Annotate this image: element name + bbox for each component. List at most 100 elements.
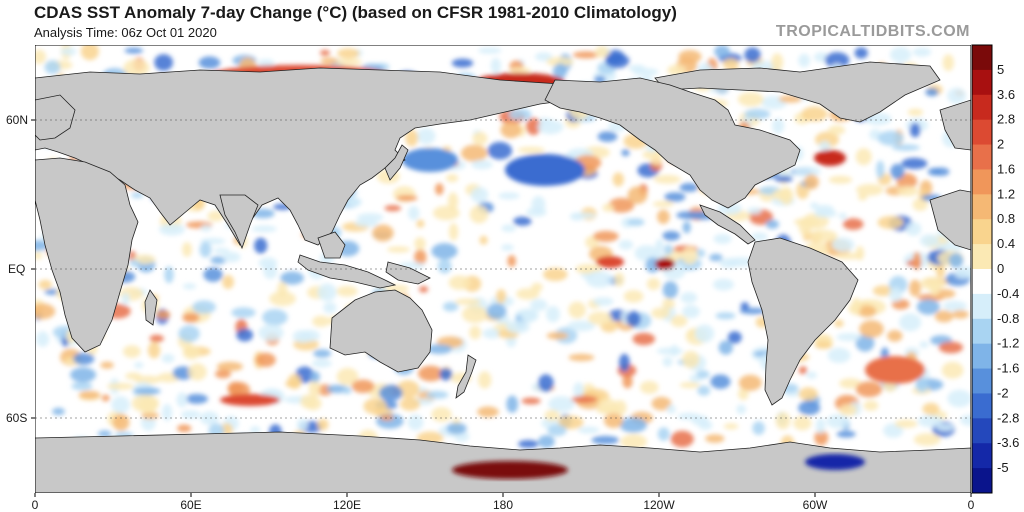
anomaly-blob bbox=[839, 404, 857, 416]
anomaly-blob bbox=[405, 129, 419, 147]
anomaly-blob bbox=[793, 166, 821, 177]
anomaly-blob bbox=[451, 58, 474, 68]
anomaly-blob bbox=[335, 58, 362, 66]
anomaly-blob bbox=[407, 414, 424, 431]
anomaly-blob bbox=[178, 325, 200, 343]
anomaly-blob bbox=[856, 184, 884, 196]
anomaly-blob bbox=[709, 253, 723, 262]
anomaly-blob bbox=[134, 362, 144, 369]
anomaly-blob bbox=[804, 174, 819, 190]
anomaly-blob bbox=[448, 275, 471, 290]
anomaly-blob bbox=[744, 108, 771, 120]
greenland-shape bbox=[654, 61, 941, 123]
colorbar-swatch bbox=[972, 69, 992, 96]
africa-west-edge-shape bbox=[929, 189, 971, 251]
anomaly-blob bbox=[723, 423, 739, 430]
anomaly-blob bbox=[933, 167, 950, 176]
anomaly-blob bbox=[855, 148, 872, 166]
anomaly-blob bbox=[192, 300, 216, 314]
anomaly-blob bbox=[525, 117, 542, 136]
anomaly-blob bbox=[573, 382, 584, 399]
anomaly-blob bbox=[442, 301, 459, 312]
anomaly-blob bbox=[501, 224, 517, 232]
south-atlantic-warm-area bbox=[865, 356, 925, 384]
colorbar-swatch bbox=[972, 269, 992, 295]
lon-label-120w: 120W bbox=[643, 498, 675, 512]
anomaly-blob bbox=[632, 332, 656, 346]
colorbar-swatch bbox=[972, 318, 992, 345]
north-america-shape bbox=[544, 77, 801, 209]
anomaly-blob bbox=[548, 396, 575, 412]
anomaly-blob bbox=[198, 56, 221, 69]
colorbar-label: 0.4 bbox=[997, 236, 1015, 251]
anomaly-blob bbox=[627, 218, 645, 227]
anomaly-blob bbox=[834, 252, 863, 260]
anomaly-blob bbox=[519, 308, 539, 322]
anomaly-blob bbox=[627, 186, 648, 204]
anomaly-blob bbox=[722, 58, 739, 70]
anomaly-blob bbox=[872, 285, 894, 297]
anomaly-blob bbox=[414, 249, 427, 266]
anomaly-blob bbox=[676, 211, 702, 220]
lon-labels: 0 60E 120E 180 120W 60W 0 bbox=[32, 498, 975, 512]
anomaly-blob bbox=[936, 264, 945, 279]
colorbar-swatch bbox=[972, 418, 992, 444]
anomaly-blob bbox=[311, 359, 332, 368]
anomaly-blob bbox=[696, 370, 710, 379]
anomaly-blob bbox=[679, 183, 699, 192]
anomaly-blob bbox=[35, 251, 43, 260]
anomaly-blob bbox=[663, 244, 674, 255]
anomaly-blob bbox=[419, 286, 429, 293]
anomaly-blob bbox=[876, 160, 885, 179]
anomaly-blob bbox=[836, 430, 856, 438]
lon-label-0-right: 0 bbox=[968, 498, 975, 512]
anomaly-blob bbox=[774, 175, 793, 183]
anomaly-blob bbox=[78, 390, 101, 400]
anomaly-blob bbox=[818, 140, 831, 151]
anomaly-blob bbox=[222, 275, 235, 289]
indonesia-shape bbox=[297, 254, 397, 289]
anomaly-blob bbox=[111, 396, 130, 414]
anomaly-blob bbox=[147, 341, 161, 359]
colorbar-swatch bbox=[972, 219, 992, 245]
colorbar-swatch bbox=[972, 468, 992, 494]
anomaly-blob bbox=[934, 310, 954, 323]
site-credit: TROPICALTIDBITS.COM bbox=[775, 23, 970, 40]
anomaly-blob bbox=[215, 369, 231, 379]
anomaly-blob bbox=[618, 239, 634, 250]
anomaly-blob bbox=[890, 163, 905, 180]
anomaly-blob bbox=[35, 303, 56, 320]
anomaly-blob bbox=[372, 224, 394, 242]
anomaly-blob bbox=[947, 389, 971, 408]
anomaly-blob bbox=[320, 49, 330, 56]
colorbar-frame bbox=[971, 44, 993, 494]
anomaly-blob bbox=[308, 379, 321, 398]
anomaly-blob bbox=[713, 233, 732, 244]
colorbar-swatch bbox=[972, 343, 992, 370]
colorbar-label: 5 bbox=[997, 62, 1004, 77]
anomaly-blob bbox=[585, 271, 613, 288]
anomaly-blob bbox=[486, 303, 507, 320]
anomaly-blob bbox=[650, 153, 663, 166]
lon-label-60e: 60E bbox=[180, 498, 201, 512]
lat-label-eq: EQ bbox=[8, 262, 25, 276]
anomaly-blob bbox=[122, 345, 141, 358]
graticule bbox=[35, 119, 971, 419]
anomaly-blob bbox=[591, 435, 620, 445]
anomaly-blob bbox=[469, 325, 481, 340]
anomaly-blob bbox=[312, 315, 331, 327]
anomaly-blob bbox=[727, 331, 742, 344]
anomaly-blob bbox=[426, 344, 453, 355]
anomaly-blob bbox=[640, 380, 659, 394]
anomaly-blob bbox=[323, 302, 337, 314]
anomaly-blob bbox=[793, 415, 812, 431]
anomaly-blob bbox=[337, 48, 360, 59]
anomaly-blob bbox=[161, 353, 175, 363]
anomaly-blob bbox=[909, 279, 921, 297]
anomaly-blob bbox=[801, 106, 828, 122]
anomaly-blob bbox=[255, 352, 276, 367]
anomaly-blob bbox=[378, 384, 403, 402]
anomaly-blob bbox=[131, 192, 144, 199]
anomaly-blob bbox=[772, 118, 785, 134]
